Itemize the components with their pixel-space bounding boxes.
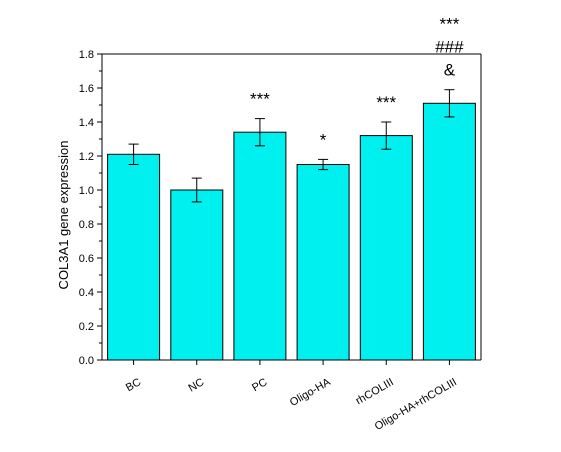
- bar-2: [233, 131, 287, 361]
- significance-label-5-0: ***: [439, 15, 459, 34]
- x-tick-label-4: rhCOLIII: [354, 376, 396, 407]
- significance-label-2-0: ***: [250, 90, 270, 109]
- significance-label-4-0: ***: [376, 93, 396, 112]
- y-tick-label-7: 1.4: [79, 117, 94, 129]
- bar-1: [170, 189, 224, 361]
- y-tick-label-1: 0.2: [79, 321, 94, 333]
- bar-0: [107, 153, 161, 361]
- y-tick-label-8: 1.6: [79, 83, 94, 95]
- x-tick-label-0: BC: [124, 376, 143, 394]
- y-tick-label-3: 0.6: [79, 253, 94, 265]
- bar-4: [359, 135, 413, 361]
- significance-label-5-1: ###: [435, 38, 464, 57]
- y-axis-label: COL3A1 gene expression: [56, 141, 71, 290]
- y-tick-label-2: 0.4: [79, 287, 94, 299]
- bar-5: [422, 102, 476, 361]
- x-tick-label-2: PC: [250, 376, 269, 394]
- significance-label-3-0: *: [320, 130, 327, 149]
- bar-3: [296, 164, 350, 361]
- x-tick-label-1: NC: [186, 376, 206, 394]
- y-tick-label-5: 1.0: [79, 185, 94, 197]
- significance-label-5-2: &: [444, 61, 456, 80]
- y-tick-label-6: 1.2: [79, 151, 94, 163]
- y-tick-label-4: 0.8: [79, 219, 94, 231]
- x-tick-label-3: Oligo-HA: [288, 376, 333, 409]
- plot-area: BC NC***PC*Oligo-HA***rhCOLIII&###***Olig…: [79, 15, 482, 433]
- y-tick-label-9: 1.8: [79, 49, 94, 61]
- y-tick-label-0: 0.0: [79, 355, 94, 367]
